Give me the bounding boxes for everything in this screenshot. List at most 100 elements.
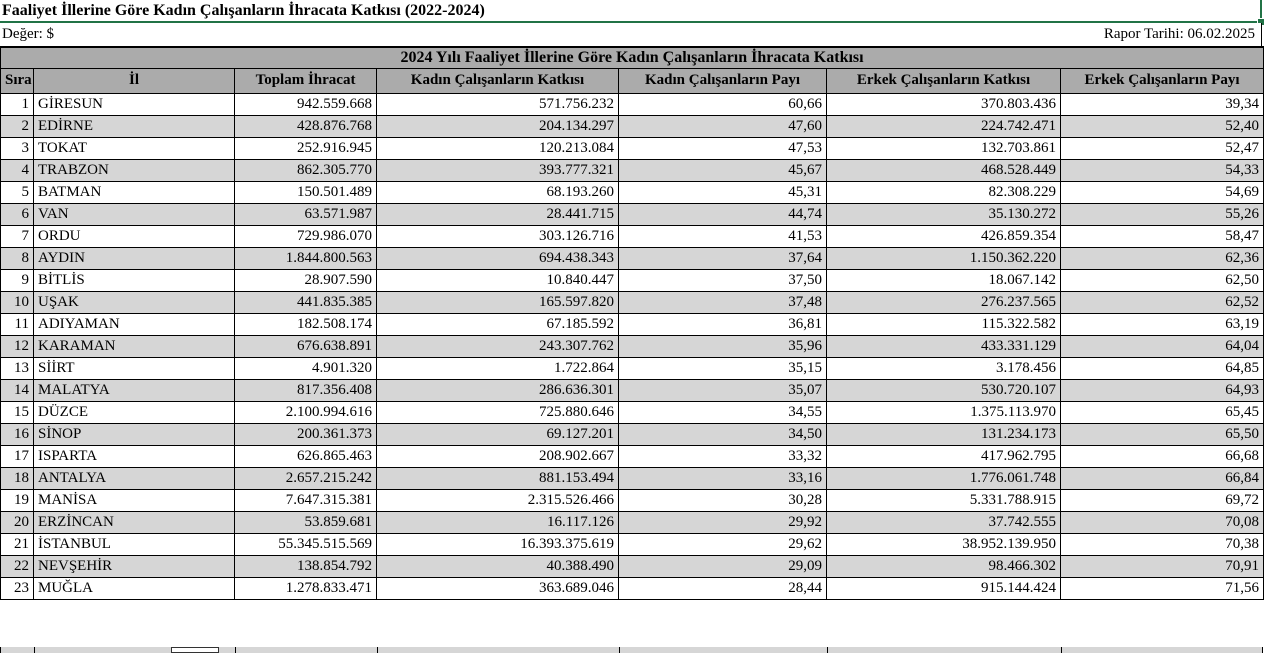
cell-il[interactable]: GİRESUN — [33, 92, 235, 116]
cell-erkek-katkisi[interactable]: 131.234.173 — [826, 422, 1061, 446]
cell-toplam-ihracat[interactable]: 63.571.987 — [234, 202, 377, 226]
value-unit-label[interactable]: Değer: $ — [2, 26, 55, 42]
cell-sira[interactable]: 13 — [0, 356, 34, 380]
cell-sira[interactable]: 23 — [0, 576, 34, 600]
cell-kadin-katkisi[interactable]: 208.902.667 — [376, 444, 619, 468]
cell-sira[interactable]: 1 — [0, 92, 34, 116]
cell-sira[interactable]: 22 — [0, 554, 34, 578]
cell-kadin-katkisi[interactable]: 28.441.715 — [376, 202, 619, 226]
cell-kadin-payi[interactable]: 33,32 — [618, 444, 827, 468]
cell-toplam-ihracat[interactable]: 862.305.770 — [234, 158, 377, 182]
cell-il[interactable]: MALATYA — [33, 378, 235, 402]
cell-erkek-payi[interactable]: 64,85 — [1059, 356, 1265, 380]
cell-kadin-payi[interactable]: 28,44 — [618, 576, 827, 600]
header-cell-1[interactable]: İl — [33, 67, 235, 94]
cell-kadin-payi[interactable]: 36,81 — [618, 312, 827, 336]
cell-toplam-ihracat[interactable]: 7.647.315.381 — [234, 488, 377, 512]
cell-kadin-payi[interactable]: 34,50 — [618, 422, 827, 446]
cell-kadin-katkisi[interactable]: 204.134.297 — [376, 114, 619, 138]
cell-sira[interactable]: 2 — [0, 114, 34, 138]
cell-erkek-katkisi[interactable]: 3.178.456 — [826, 356, 1061, 380]
cell-erkek-payi[interactable]: 70,38 — [1059, 532, 1265, 556]
header-cell-5[interactable]: Erkek Çalışanların Katkısı — [826, 67, 1061, 94]
header-cell-6[interactable]: Erkek Çalışanların Payı — [1059, 67, 1265, 94]
cell-toplam-ihracat[interactable]: 4.901.320 — [234, 356, 377, 380]
cell-toplam-ihracat[interactable]: 817.356.408 — [234, 378, 377, 402]
cell-toplam-ihracat[interactable]: 200.361.373 — [234, 422, 377, 446]
cell-il[interactable]: EDİRNE — [33, 114, 235, 138]
cell-kadin-payi[interactable]: 33,16 — [618, 466, 827, 490]
cell-kadin-payi[interactable]: 37,48 — [618, 290, 827, 314]
cell-erkek-payi[interactable]: 65,45 — [1059, 400, 1265, 424]
cell-il[interactable]: İSTANBUL — [33, 532, 235, 556]
cell-erkek-katkisi[interactable]: 115.322.582 — [826, 312, 1061, 336]
cell-il[interactable]: ORDU — [33, 224, 235, 248]
report-date-label[interactable]: Rapor Tarihi: 06.02.2025 — [1103, 26, 1255, 42]
cell-erkek-katkisi[interactable]: 417.962.795 — [826, 444, 1061, 468]
cell-erkek-payi[interactable]: 63,19 — [1059, 312, 1265, 336]
cell-erkek-katkisi[interactable]: 5.331.788.915 — [826, 488, 1061, 512]
cell-sira[interactable]: 7 — [0, 224, 34, 248]
cell-sira[interactable]: 20 — [0, 510, 34, 534]
cell-sira[interactable]: 14 — [0, 378, 34, 402]
cell-erkek-katkisi[interactable]: 224.742.471 — [826, 114, 1061, 138]
cell-erkek-katkisi[interactable]: 38.952.139.950 — [826, 532, 1061, 556]
cell-toplam-ihracat[interactable]: 55.345.515.569 — [234, 532, 377, 556]
cell-kadin-katkisi[interactable]: 69.127.201 — [376, 422, 619, 446]
cell-erkek-payi[interactable]: 62,50 — [1059, 268, 1265, 292]
cell-erkek-payi[interactable]: 58,47 — [1059, 224, 1265, 248]
cell-erkek-payi[interactable]: 70,91 — [1059, 554, 1265, 578]
cell-toplam-ihracat[interactable]: 53.859.681 — [234, 510, 377, 534]
cell-erkek-payi[interactable]: 62,36 — [1059, 246, 1265, 270]
cell-sira[interactable]: 18 — [0, 466, 34, 490]
cell-sira[interactable]: 4 — [0, 158, 34, 182]
cell-erkek-payi[interactable]: 55,26 — [1059, 202, 1265, 226]
cell-il[interactable]: BİTLİS — [33, 268, 235, 292]
cell-il[interactable]: ERZİNCAN — [33, 510, 235, 534]
cell-sira[interactable]: 15 — [0, 400, 34, 424]
cell-erkek-payi[interactable]: 64,04 — [1059, 334, 1265, 358]
cell-toplam-ihracat[interactable]: 1.844.800.563 — [234, 246, 377, 270]
cell-il[interactable]: ADIYAMAN — [33, 312, 235, 336]
cell-erkek-katkisi[interactable]: 132.703.861 — [826, 136, 1061, 160]
cell-il[interactable]: MUĞLA — [33, 576, 235, 600]
cell-kadin-payi[interactable]: 29,09 — [618, 554, 827, 578]
cell-sira[interactable]: 9 — [0, 268, 34, 292]
cell-erkek-payi[interactable]: 39,34 — [1059, 92, 1265, 116]
cell-kadin-payi[interactable]: 37,64 — [618, 246, 827, 270]
cell-erkek-payi[interactable]: 52,47 — [1059, 136, 1265, 160]
cell-kadin-katkisi[interactable]: 1.722.864 — [376, 356, 619, 380]
cell-kadin-katkisi[interactable]: 363.689.046 — [376, 576, 619, 600]
cell-kadin-katkisi[interactable]: 16.117.126 — [376, 510, 619, 534]
cell-erkek-payi[interactable]: 62,52 — [1059, 290, 1265, 314]
cell-toplam-ihracat[interactable]: 182.508.174 — [234, 312, 377, 336]
cell-sira[interactable]: 6 — [0, 202, 34, 226]
cell-kadin-katkisi[interactable]: 393.777.321 — [376, 158, 619, 182]
cell-toplam-ihracat[interactable]: 150.501.489 — [234, 180, 377, 204]
cell-kadin-katkisi[interactable]: 165.597.820 — [376, 290, 619, 314]
cell-kadin-katkisi[interactable]: 120.213.084 — [376, 136, 619, 160]
cell-kadin-payi[interactable]: 44,74 — [618, 202, 827, 226]
cell-il[interactable]: TOKAT — [33, 136, 235, 160]
cell-kadin-payi[interactable]: 45,31 — [618, 180, 827, 204]
cell-toplam-ihracat[interactable]: 441.835.385 — [234, 290, 377, 314]
cell-erkek-katkisi[interactable]: 530.720.107 — [826, 378, 1061, 402]
cell-erkek-katkisi[interactable]: 276.237.565 — [826, 290, 1061, 314]
cell-il[interactable]: ANTALYA — [33, 466, 235, 490]
cell-erkek-payi[interactable]: 71,56 — [1059, 576, 1265, 600]
cell-erkek-katkisi[interactable]: 426.859.354 — [826, 224, 1061, 248]
cell-erkek-katkisi[interactable]: 468.528.449 — [826, 158, 1061, 182]
cell-toplam-ihracat[interactable]: 428.876.768 — [234, 114, 377, 138]
cell-il[interactable]: VAN — [33, 202, 235, 226]
header-cell-4[interactable]: Kadın Çalışanların Payı — [618, 67, 827, 94]
cell-kadin-payi[interactable]: 29,92 — [618, 510, 827, 534]
cell-erkek-payi[interactable]: 54,69 — [1059, 180, 1265, 204]
cell-erkek-payi[interactable]: 64,93 — [1059, 378, 1265, 402]
cell-erkek-payi[interactable]: 66,84 — [1059, 466, 1265, 490]
cell-erkek-katkisi[interactable]: 82.308.229 — [826, 180, 1061, 204]
cell-kadin-payi[interactable]: 47,53 — [618, 136, 827, 160]
cell-toplam-ihracat[interactable]: 626.865.463 — [234, 444, 377, 468]
cell-kadin-payi[interactable]: 47,60 — [618, 114, 827, 138]
cell-erkek-katkisi[interactable]: 915.144.424 — [826, 576, 1061, 600]
cell-il[interactable]: SİİRT — [33, 356, 235, 380]
